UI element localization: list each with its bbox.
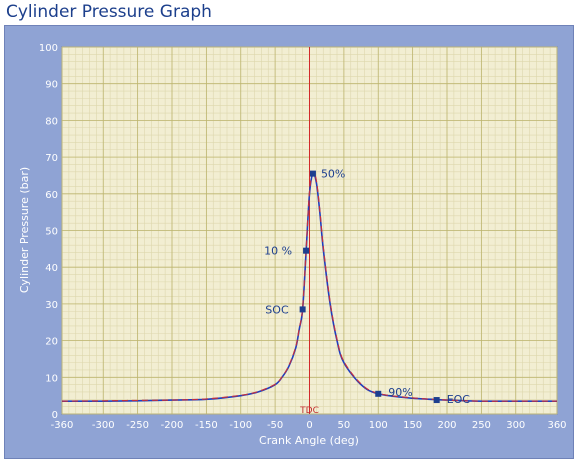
x-tick-label: 200 <box>437 420 456 431</box>
y-tick-label: 90 <box>45 80 58 91</box>
y-tick-label: 40 <box>45 263 58 274</box>
marker-point <box>433 397 440 404</box>
x-tick-labels: -360 -300 -250 -200 -150 -100 -50 0 50 100 150 200 2… <box>51 420 567 431</box>
marker-point <box>299 306 306 313</box>
y-tick-label: 100 <box>39 43 58 54</box>
tdc-label: TDC <box>299 406 319 416</box>
x-tick-label: -200 <box>161 420 184 431</box>
x-tick-label: 50 <box>338 420 351 431</box>
marker-point <box>303 247 310 254</box>
y-tick-label: 20 <box>45 337 58 348</box>
y-tick-label: 80 <box>45 116 58 127</box>
y-tick-label: 10 <box>45 373 58 384</box>
y-tick-label: 60 <box>45 190 58 201</box>
marker-label: EOC <box>447 393 471 406</box>
x-tick-label: -100 <box>229 420 252 431</box>
y-tick-label: 30 <box>45 300 58 311</box>
x-tick-label: -300 <box>92 420 115 431</box>
series-line <box>61 171 557 402</box>
markers: SOC 10 % 50% 90% EOC <box>264 168 470 406</box>
marker-point <box>375 390 382 397</box>
x-tick-label: -360 <box>51 420 74 431</box>
y-tick-label: 0 <box>52 410 58 421</box>
marker-point <box>309 170 316 177</box>
y-tick-label: 70 <box>45 153 58 164</box>
x-tick-label: 360 <box>547 420 566 431</box>
x-tick-label: 100 <box>369 420 388 431</box>
y-tick-label: 50 <box>45 227 58 238</box>
x-axis-label: Crank Angle (deg) <box>259 434 359 447</box>
x-tick-label: 150 <box>403 420 422 431</box>
x-tick-label: -250 <box>126 420 149 431</box>
y-axis-label: Cylinder Pressure (bar) <box>18 167 31 293</box>
marker-label: SOC <box>265 303 289 316</box>
x-tick-label: 0 <box>306 420 312 431</box>
x-tick-label: 250 <box>472 420 491 431</box>
x-tick-label: -50 <box>267 420 283 431</box>
series-lines <box>61 171 557 403</box>
marker-label: 90% <box>388 386 412 399</box>
x-tick-label: 300 <box>506 420 525 431</box>
y-tick-labels: 0 10 20 30 40 50 60 70 80 90 100 <box>39 43 58 421</box>
x-tick-label: -150 <box>195 420 218 431</box>
marker-label: 50% <box>321 168 345 181</box>
marker-label: 10 % <box>264 245 292 258</box>
page-title: Cylinder Pressure Graph <box>6 2 212 22</box>
